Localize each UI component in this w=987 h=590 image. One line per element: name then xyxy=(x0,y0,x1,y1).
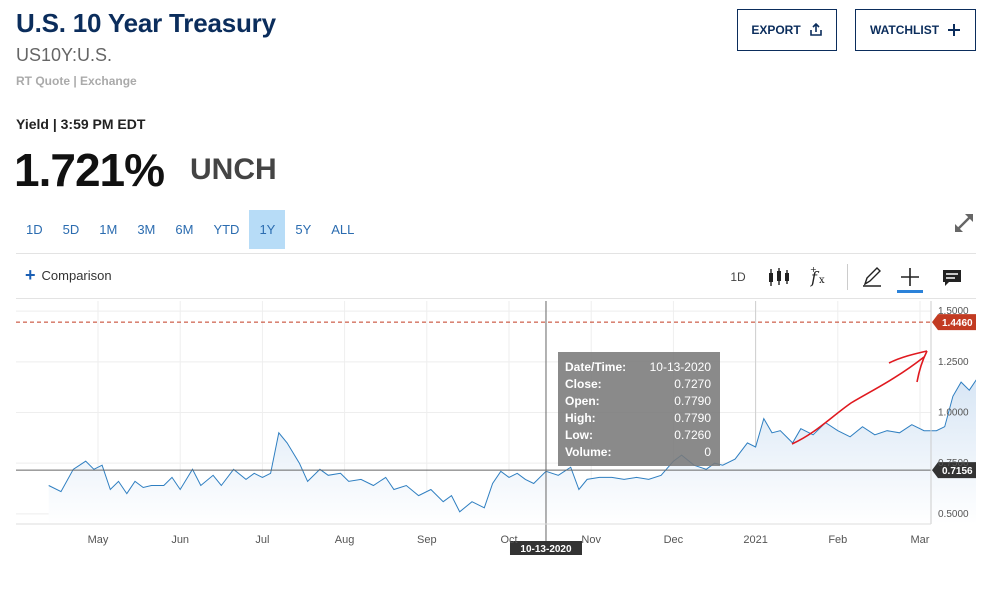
interval-label: 1D xyxy=(730,270,746,284)
tooltip-key: Volume: xyxy=(565,445,611,459)
x-tick-label: Mar xyxy=(911,534,930,546)
cursor-value-badge xyxy=(932,462,976,479)
draw-pencil-icon[interactable] xyxy=(860,264,884,290)
plus-icon xyxy=(948,24,961,36)
tooltip-value: 0.7270 xyxy=(674,377,711,391)
y-tick-label: 0.5000 xyxy=(938,509,969,520)
x-tick-label: 2021 xyxy=(743,534,767,546)
tooltip-value: 0.7790 xyxy=(674,411,711,425)
yield-timestamp: Yield | 3:59 PM EDT xyxy=(16,116,146,132)
annotation-arrow-head xyxy=(888,350,928,364)
add-icon: + xyxy=(25,265,36,285)
range-3m[interactable]: 3M xyxy=(137,222,156,237)
yield-area xyxy=(48,380,976,524)
tooltip-value: 0.7260 xyxy=(674,428,711,442)
toolbar-divider xyxy=(847,264,848,290)
range-6m[interactable]: 6M xyxy=(175,222,194,237)
range-5d[interactable]: 5D xyxy=(62,222,80,237)
svg-text:x: x xyxy=(819,275,825,286)
annotation-arrow-line xyxy=(791,356,925,445)
tooltip-key: Close: xyxy=(565,377,602,391)
tooltip-value: 0.7790 xyxy=(674,394,711,408)
cursor-value-label: 0.7156 xyxy=(942,466,973,477)
x-tick-label: Dec xyxy=(664,534,684,546)
y-tick-label: 1.5000 xyxy=(938,306,969,317)
comment-icon[interactable] xyxy=(940,264,964,290)
x-tick-label: Nov xyxy=(581,534,601,546)
x-tick-label: May xyxy=(88,534,109,546)
x-tick-label: Jul xyxy=(255,534,269,546)
svg-text:f: f xyxy=(810,268,820,287)
yield-change: UNCH xyxy=(190,153,277,186)
range-1m[interactable]: 1M xyxy=(99,222,118,237)
quote-source: RT Quote | Exchange xyxy=(16,74,137,88)
x-tick-label: Jun xyxy=(171,534,189,546)
page-title: U.S. 10 Year Treasury xyxy=(16,8,276,38)
annotation-arrow-head xyxy=(916,350,928,383)
tooltip-value: 10-13-2020 xyxy=(650,360,712,374)
data-tooltip xyxy=(558,352,720,466)
svg-text:+: + xyxy=(810,265,817,274)
range-1y[interactable]: 1Y xyxy=(249,210,286,249)
tooltip-key: Date/Time: xyxy=(565,360,626,374)
candlestick-icon[interactable] xyxy=(767,264,791,290)
crosshair-active-indicator xyxy=(897,290,923,293)
x-tick-label: Aug xyxy=(335,534,355,546)
y-tick-label: 1.0000 xyxy=(938,408,969,419)
x-tick-label: Feb xyxy=(828,534,847,546)
last-yield: 1.721% xyxy=(14,144,165,196)
range-all[interactable]: ALL xyxy=(331,222,355,237)
share-icon xyxy=(809,23,822,36)
y-tick-label: 0.7500 xyxy=(938,458,969,469)
range-ytd[interactable]: YTD xyxy=(213,222,240,237)
last-price-badge xyxy=(932,314,976,331)
x-tick-label: Oct xyxy=(500,534,517,546)
tooltip-key: Low: xyxy=(565,428,593,442)
export-label: EXPORT xyxy=(751,23,801,37)
divider xyxy=(16,253,976,254)
tooltip-key: Open: xyxy=(565,394,600,408)
comparison-button[interactable]: + Comparison xyxy=(25,265,112,285)
expand-icon[interactable] xyxy=(951,210,977,236)
range-5y[interactable]: 5Y xyxy=(295,222,312,237)
x-tick-label: Sep xyxy=(417,534,437,546)
comparison-label: Comparison xyxy=(41,268,112,283)
range-1d[interactable]: 1D xyxy=(26,222,43,237)
fx-icon[interactable]: f x + xyxy=(808,264,832,290)
cursor-date-badge xyxy=(509,541,582,555)
yield-line xyxy=(48,379,976,513)
interval-button[interactable]: 1D xyxy=(726,264,750,290)
watchlist-button[interactable]: WATCHLIST xyxy=(855,9,976,51)
divider xyxy=(16,298,976,299)
y-tick-label: 1.2500 xyxy=(938,357,969,368)
export-button[interactable]: EXPORT xyxy=(737,9,837,51)
watchlist-label: WATCHLIST xyxy=(869,23,940,37)
tooltip-key: High: xyxy=(565,411,596,425)
tooltip-value: 0 xyxy=(704,445,711,459)
crosshair-icon[interactable] xyxy=(898,264,922,290)
last-price-label: 1.4460 xyxy=(942,318,973,329)
range-selector: 1D 5D 1M 3M 6M YTD 1Y 5Y ALL xyxy=(16,210,364,249)
yield-chart[interactable]: 1.4460 0.7156 10-13-2020 Date/Time: 10-13-2… xyxy=(16,299,976,555)
ticker-symbol: US10Y:U.S. xyxy=(16,45,113,65)
cursor-date-label: 10-13-2020 xyxy=(520,544,572,555)
